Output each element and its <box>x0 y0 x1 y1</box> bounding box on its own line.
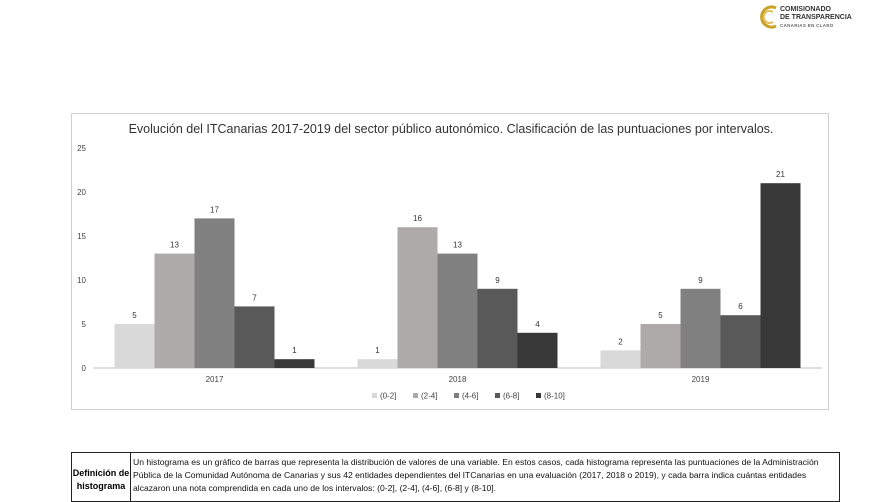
logo-c-icon <box>760 5 777 29</box>
data-label: 9 <box>495 276 500 285</box>
legend-swatch <box>495 393 500 398</box>
bar-2017-2 <box>194 218 235 368</box>
chart-svg: Evolución del ITCanarias 2017-2019 del s… <box>77 122 822 401</box>
data-label: 13 <box>453 241 462 250</box>
data-label: 1 <box>292 346 297 355</box>
data-label: 9 <box>698 276 703 285</box>
data-label: 17 <box>210 205 219 214</box>
bar-2018-0 <box>357 359 398 368</box>
bar-2019-3 <box>720 315 761 368</box>
bar-2019-1 <box>640 324 681 368</box>
data-label: 5 <box>132 311 137 320</box>
bar-2018-2 <box>437 253 478 368</box>
data-label: 6 <box>738 302 743 311</box>
chart-title: Evolución del ITCanarias 2017-2019 del s… <box>129 122 774 136</box>
bar-2019-0 <box>600 350 641 368</box>
bar-2017-0 <box>114 324 155 368</box>
data-label: 4 <box>535 320 540 329</box>
legend-swatch <box>372 393 377 398</box>
logo-text: COMISIONADO DE TRANSPARENCIA CANARIAS EN… <box>780 6 852 30</box>
data-label: 5 <box>658 311 663 320</box>
bar-2017-4 <box>274 359 315 368</box>
legend-label: (8-10] <box>544 392 565 401</box>
data-label: 21 <box>776 170 785 179</box>
y-tick-label: 10 <box>77 276 86 285</box>
legend-label: (2-4] <box>421 392 437 401</box>
data-label: 13 <box>170 241 179 250</box>
y-tick-label: 0 <box>82 364 87 373</box>
bar-2017-1 <box>154 253 195 368</box>
logo-line3: CANARIAS EN CLARO <box>780 23 834 28</box>
x-tick-label: 2018 <box>449 375 467 384</box>
data-label: 16 <box>413 214 422 223</box>
legend-swatch <box>413 393 418 398</box>
legend-swatch <box>454 393 459 398</box>
logo-line2: DE TRANSPARENCIA <box>780 14 852 21</box>
y-tick-label: 25 <box>77 144 86 153</box>
data-label: 1 <box>375 346 380 355</box>
legend-label: (4-6] <box>462 392 478 401</box>
y-tick-label: 20 <box>77 188 86 197</box>
y-tick-label: 15 <box>77 232 86 241</box>
chart: Evolución del ITCanarias 2017-2019 del s… <box>71 113 829 410</box>
logo-line1: COMISIONADO <box>780 6 831 13</box>
bar-2018-4 <box>517 332 558 368</box>
y-tick-label: 5 <box>82 320 87 329</box>
logo: COMISIONADO DE TRANSPARENCIA CANARIAS EN… <box>758 4 878 34</box>
definition-label: Definición de histograma <box>72 453 131 501</box>
bar-2018-1 <box>397 227 438 368</box>
data-label: 7 <box>252 293 257 302</box>
x-tick-label: 2019 <box>692 375 710 384</box>
x-tick-label: 2017 <box>206 375 224 384</box>
bar-2019-4 <box>760 183 801 368</box>
legend-label: (0-2] <box>380 392 396 401</box>
bar-2019-2 <box>680 288 721 368</box>
bar-2017-3 <box>234 306 275 368</box>
legend-label: (6-8] <box>503 392 519 401</box>
definition-text: Un histograma es un gráfico de barras qu… <box>133 457 819 493</box>
bar-2018-3 <box>477 288 518 368</box>
legend-swatch <box>536 393 541 398</box>
data-label: 2 <box>618 337 623 346</box>
